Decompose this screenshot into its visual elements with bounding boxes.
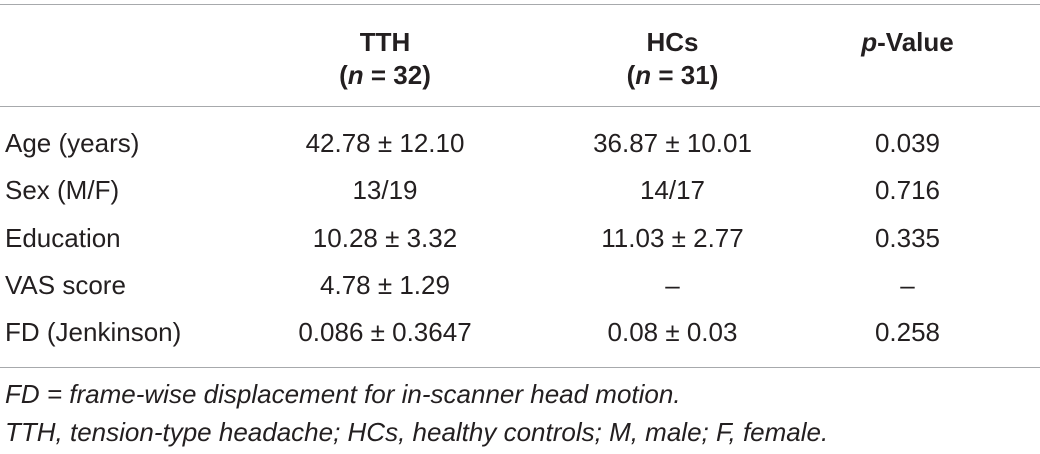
cell-value: 42.78 ± 12.10 [305, 128, 465, 158]
text: n [635, 60, 652, 90]
cell-value: 0.086 ± 0.3647 [298, 317, 472, 348]
cell-value: 0.258 [874, 317, 941, 348]
header-tth-n: (n = 32) [240, 59, 530, 91]
text: ( [626, 60, 636, 90]
cell-value: – [665, 269, 680, 300]
top-rule [0, 4, 1040, 5]
row-label: FD (Jenkinson) [5, 317, 182, 348]
cell-value: 36.87 ± 10.01 [593, 128, 752, 158]
header-p: p-Value [815, 26, 1000, 58]
text: ( [339, 60, 348, 90]
cell-value: 11.03 ± 2.77 [601, 222, 744, 253]
text: n [347, 60, 364, 90]
cell-value: 14/17 [639, 175, 706, 206]
text: -Value [877, 27, 954, 57]
cell-value: 13/19 [352, 175, 418, 206]
cell-value: 0.039 [874, 128, 941, 158]
cell-value: 0.716 [874, 175, 941, 206]
cell-value: 4.78 ± 1.29 [320, 269, 450, 300]
header-rule [0, 106, 1040, 107]
text: = 31) [651, 60, 719, 90]
header-hcs-n: (n = 31) [530, 59, 815, 91]
footnote: FD = frame-wise displacement for in-scan… [5, 379, 681, 409]
text: p [861, 27, 878, 57]
row-label: Age (years) [5, 128, 140, 158]
footnote: TTH, tension-type headache; HCs, healthy… [5, 417, 829, 447]
row-label: Sex (M/F) [5, 175, 120, 206]
row-label: VAS score [5, 269, 126, 300]
row-label: Education [5, 222, 121, 253]
text: = 32) [363, 60, 431, 90]
cell-value: – [900, 269, 915, 300]
header-tth: TTH [359, 27, 411, 57]
bottom-rule [0, 367, 1040, 368]
cell-value: 0.08 ± 0.03 [607, 317, 738, 348]
cell-value: 0.335 [874, 222, 941, 253]
cell-value: 10.28 ± 3.32 [312, 222, 458, 253]
header-hcs: HCs [646, 27, 699, 57]
